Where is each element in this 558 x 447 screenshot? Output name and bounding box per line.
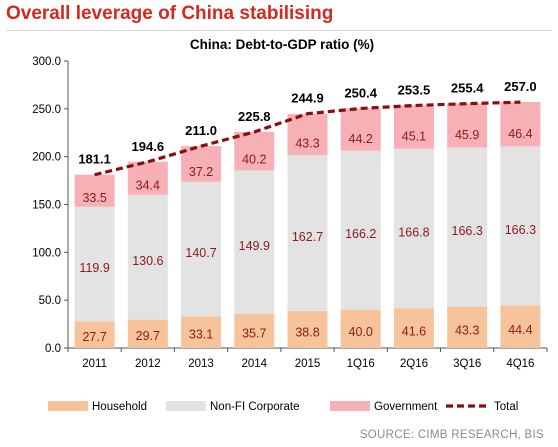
bar-value-label: 29.7 bbox=[136, 329, 160, 343]
bar-value-label: 44.2 bbox=[349, 132, 373, 146]
bar-segment bbox=[127, 319, 168, 348]
bar-value-label: 43.3 bbox=[295, 137, 319, 151]
bar-value-label: 27.7 bbox=[82, 330, 106, 344]
bar-segment bbox=[500, 305, 541, 348]
y-tick-label: 100.0 bbox=[32, 247, 61, 259]
bar-segment bbox=[234, 131, 275, 171]
total-value-label: 211.0 bbox=[185, 123, 217, 138]
bar-segment bbox=[74, 174, 115, 207]
y-tick-label: 0.0 bbox=[45, 343, 61, 355]
bar-value-label: 149.9 bbox=[239, 239, 270, 253]
headline-divider bbox=[6, 30, 552, 31]
total-value-label: 181.1 bbox=[78, 152, 111, 167]
page-headline: Overall leverage of China stabilising bbox=[6, 3, 334, 24]
x-tick-label: 2014 bbox=[241, 358, 267, 370]
x-tick-label: 3Q16 bbox=[453, 358, 481, 370]
x-tick-label: 2013 bbox=[188, 358, 214, 370]
y-tick-label: 50.0 bbox=[39, 295, 61, 307]
bar-segment bbox=[393, 308, 434, 348]
bar-value-label: 40.0 bbox=[349, 325, 373, 339]
bar-segment bbox=[287, 155, 328, 311]
bar-value-label: 44.4 bbox=[508, 323, 532, 337]
bar-value-label: 33.1 bbox=[189, 328, 213, 342]
bar-segment bbox=[181, 316, 222, 348]
legend-swatch bbox=[166, 401, 206, 411]
total-value-label: 255.4 bbox=[451, 81, 484, 96]
total-value-label: 250.4 bbox=[344, 85, 377, 100]
bar-segment bbox=[234, 313, 275, 348]
bar-value-label: 37.2 bbox=[189, 165, 213, 179]
bar-segment bbox=[393, 148, 434, 309]
bar-value-label: 46.4 bbox=[508, 127, 532, 141]
bar-value-label: 166.2 bbox=[345, 227, 376, 241]
bar-value-label: 166.8 bbox=[398, 225, 429, 239]
bar-value-label: 41.6 bbox=[402, 324, 426, 338]
bar-value-label: 130.6 bbox=[132, 254, 163, 268]
y-tick-label: 200.0 bbox=[32, 152, 61, 164]
legend-label: Total bbox=[494, 401, 518, 413]
total-value-label: 225.8 bbox=[238, 109, 271, 124]
bar-segment bbox=[181, 181, 222, 317]
bar-segment bbox=[127, 194, 168, 320]
total-value-label: 257.0 bbox=[504, 79, 537, 94]
bar-segment bbox=[340, 150, 381, 310]
bar-segment bbox=[447, 306, 488, 348]
bar-segment bbox=[127, 161, 168, 195]
total-value-label: 253.5 bbox=[398, 82, 431, 97]
x-tick-label: 1Q16 bbox=[347, 358, 375, 370]
x-tick-label: 4Q16 bbox=[506, 358, 534, 370]
bar-value-label: 45.9 bbox=[455, 128, 479, 142]
bar-value-label: 34.4 bbox=[136, 178, 160, 192]
bar-value-label: 166.3 bbox=[452, 224, 483, 238]
source-note: SOURCE: CIMB RESEARCH, BIS bbox=[359, 429, 544, 441]
total-line bbox=[94, 100, 521, 177]
legend-swatch bbox=[330, 401, 370, 411]
bar-segment bbox=[287, 310, 328, 348]
bar-value-label: 43.3 bbox=[455, 324, 479, 338]
bar-value-label: 40.2 bbox=[242, 153, 266, 167]
bar-segment bbox=[181, 146, 222, 182]
legend-label: Non-FI Corporate bbox=[210, 401, 299, 413]
total-value-label: 194.6 bbox=[132, 139, 165, 154]
legend-swatch bbox=[48, 401, 88, 411]
bar-segment bbox=[74, 321, 115, 348]
chart-title: China: Debt-to-GDP ratio (%) bbox=[190, 37, 374, 52]
bar-value-label: 166.3 bbox=[505, 223, 536, 237]
bar-segment bbox=[447, 147, 488, 307]
bar-segment bbox=[234, 170, 275, 314]
bar-value-label: 162.7 bbox=[292, 230, 323, 244]
bar-segment bbox=[500, 102, 541, 147]
bar-value-label: 119.9 bbox=[79, 261, 109, 275]
bar-value-label: 38.8 bbox=[295, 325, 319, 339]
x-tick-label: 2012 bbox=[135, 358, 161, 370]
bar-value-label: 45.1 bbox=[402, 130, 426, 144]
total-value-label: 244.9 bbox=[291, 91, 324, 106]
x-tick-label: 2011 bbox=[82, 358, 107, 370]
bar-segment bbox=[340, 108, 381, 151]
y-tick-label: 150.0 bbox=[32, 200, 61, 212]
bar-segment bbox=[287, 113, 328, 156]
bar-segment bbox=[393, 105, 434, 149]
bar-segment bbox=[74, 206, 115, 322]
x-tick-label: 2Q16 bbox=[400, 358, 428, 370]
y-tick-label: 250.0 bbox=[32, 104, 61, 116]
legend-label: Government bbox=[374, 401, 438, 413]
bar-segment bbox=[340, 309, 381, 348]
bar-value-label: 140.7 bbox=[185, 246, 216, 260]
x-tick-label: 2015 bbox=[295, 358, 321, 370]
bar-segment bbox=[447, 103, 488, 148]
bar-value-label: 35.7 bbox=[242, 327, 266, 341]
y-tick-label: 300.0 bbox=[32, 56, 61, 68]
bar-segment bbox=[500, 146, 541, 306]
bar-value-label: 33.5 bbox=[82, 191, 106, 205]
legend-label: Household bbox=[92, 401, 147, 413]
